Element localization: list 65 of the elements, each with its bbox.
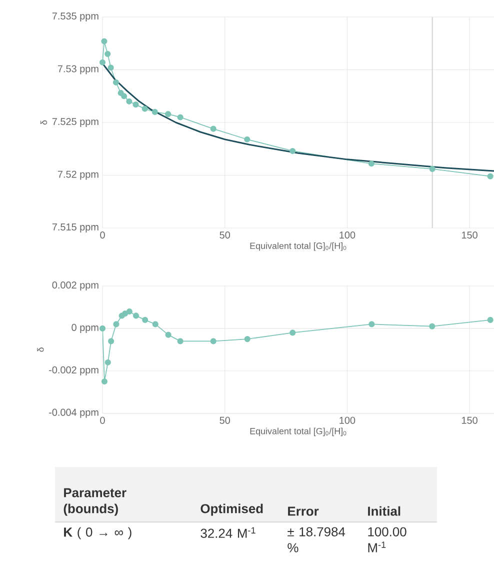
y-tick-label: 7.52 ppm	[58, 170, 98, 180]
point	[101, 38, 108, 44]
point	[120, 93, 128, 100]
point	[487, 173, 494, 180]
point	[112, 79, 119, 86]
point	[244, 136, 250, 142]
point	[122, 310, 128, 317]
y-axis-title: δ	[40, 120, 48, 125]
point	[290, 148, 296, 154]
y-tick-label: 0 ppm	[72, 324, 98, 333]
y-tick-label: 7.515 ppm	[52, 224, 98, 232]
point	[101, 378, 108, 385]
point	[132, 102, 139, 108]
y-tick-label: 7.535 ppm	[52, 12, 98, 22]
x-axis-title: Equivalent total [G]$_{0}$/[H]$_{0}$	[250, 428, 346, 436]
point	[132, 312, 140, 319]
point	[152, 321, 158, 328]
y-tick-label: 0.002 ppm	[52, 282, 98, 291]
text: Parameter (bounds)	[64, 488, 126, 516]
x-tick-label: 50	[220, 232, 230, 239]
x-tick-label: 50	[220, 416, 230, 424]
text: 100.00 M$^{-1}$	[368, 527, 406, 552]
point	[108, 64, 114, 71]
y-tick-label: 7.53 ppm	[58, 65, 98, 74]
point	[290, 330, 296, 336]
x-axis-title: Equivalent total [G]$_{0}$/[H]$_{0}$	[250, 242, 346, 251]
point	[177, 114, 184, 120]
point	[487, 316, 494, 323]
point	[99, 59, 106, 66]
x-tick-label: 0	[100, 232, 105, 239]
point	[210, 126, 216, 132]
point	[429, 323, 436, 330]
x-tick-label: 150	[462, 416, 478, 424]
point	[104, 50, 111, 57]
x-tick-label: 0	[100, 416, 105, 424]
point	[108, 338, 114, 344]
point	[244, 336, 250, 342]
text: ± 18.7984 %	[288, 527, 346, 552]
point	[152, 108, 158, 115]
point	[429, 166, 436, 172]
y-axis-title: δ	[37, 348, 44, 352]
point	[165, 332, 172, 338]
x-tick-label: 150	[462, 232, 478, 239]
x-tick-label: 100	[340, 232, 356, 239]
y-tick-label: -0.004 ppm	[49, 408, 98, 418]
text: K ( 0 → ∞ )	[64, 527, 132, 540]
point	[104, 359, 111, 366]
y-tick-label: 7.525 ppm	[52, 118, 98, 128]
y-tick-label: -0.002 ppm	[49, 366, 98, 376]
x-tick-label: 100	[340, 416, 356, 424]
point	[99, 325, 106, 332]
point	[142, 316, 148, 323]
text: Initial	[368, 506, 400, 516]
point	[368, 160, 374, 167]
point	[210, 338, 216, 344]
text: 32.24 M$^{-1}$	[200, 527, 256, 538]
point	[177, 338, 184, 344]
point	[126, 308, 132, 315]
point	[126, 98, 132, 104]
text: Error	[288, 506, 319, 516]
point	[113, 321, 120, 328]
text: Optimised	[200, 504, 263, 516]
point	[142, 106, 148, 112]
point	[165, 111, 172, 118]
point	[368, 321, 375, 328]
